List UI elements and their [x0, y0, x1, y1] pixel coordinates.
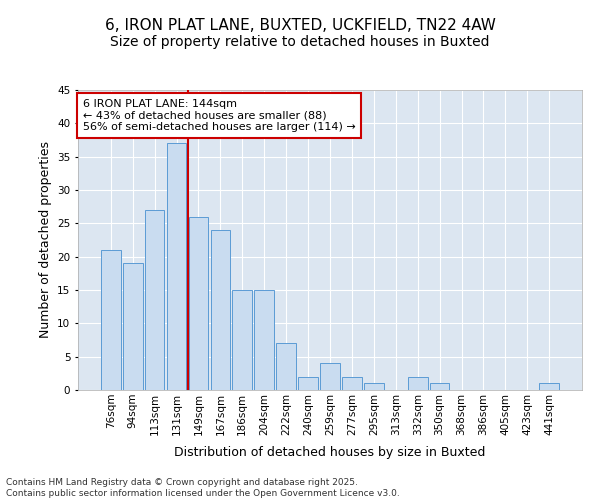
Bar: [342, 376, 362, 390]
Bar: [211, 230, 230, 390]
Bar: [254, 290, 274, 390]
Bar: [232, 290, 252, 390]
Bar: [123, 264, 143, 390]
Bar: [188, 216, 208, 390]
Bar: [167, 144, 187, 390]
Text: Contains HM Land Registry data © Crown copyright and database right 2025.
Contai: Contains HM Land Registry data © Crown c…: [6, 478, 400, 498]
Bar: [364, 384, 384, 390]
Text: 6, IRON PLAT LANE, BUXTED, UCKFIELD, TN22 4AW: 6, IRON PLAT LANE, BUXTED, UCKFIELD, TN2…: [104, 18, 496, 32]
Bar: [430, 384, 449, 390]
Bar: [276, 344, 296, 390]
Bar: [408, 376, 428, 390]
Text: Size of property relative to detached houses in Buxted: Size of property relative to detached ho…: [110, 35, 490, 49]
Bar: [101, 250, 121, 390]
Y-axis label: Number of detached properties: Number of detached properties: [38, 142, 52, 338]
Bar: [298, 376, 318, 390]
Text: 6 IRON PLAT LANE: 144sqm
← 43% of detached houses are smaller (88)
56% of semi-d: 6 IRON PLAT LANE: 144sqm ← 43% of detach…: [83, 99, 356, 132]
Bar: [539, 384, 559, 390]
X-axis label: Distribution of detached houses by size in Buxted: Distribution of detached houses by size …: [175, 446, 485, 459]
Bar: [145, 210, 164, 390]
Bar: [320, 364, 340, 390]
